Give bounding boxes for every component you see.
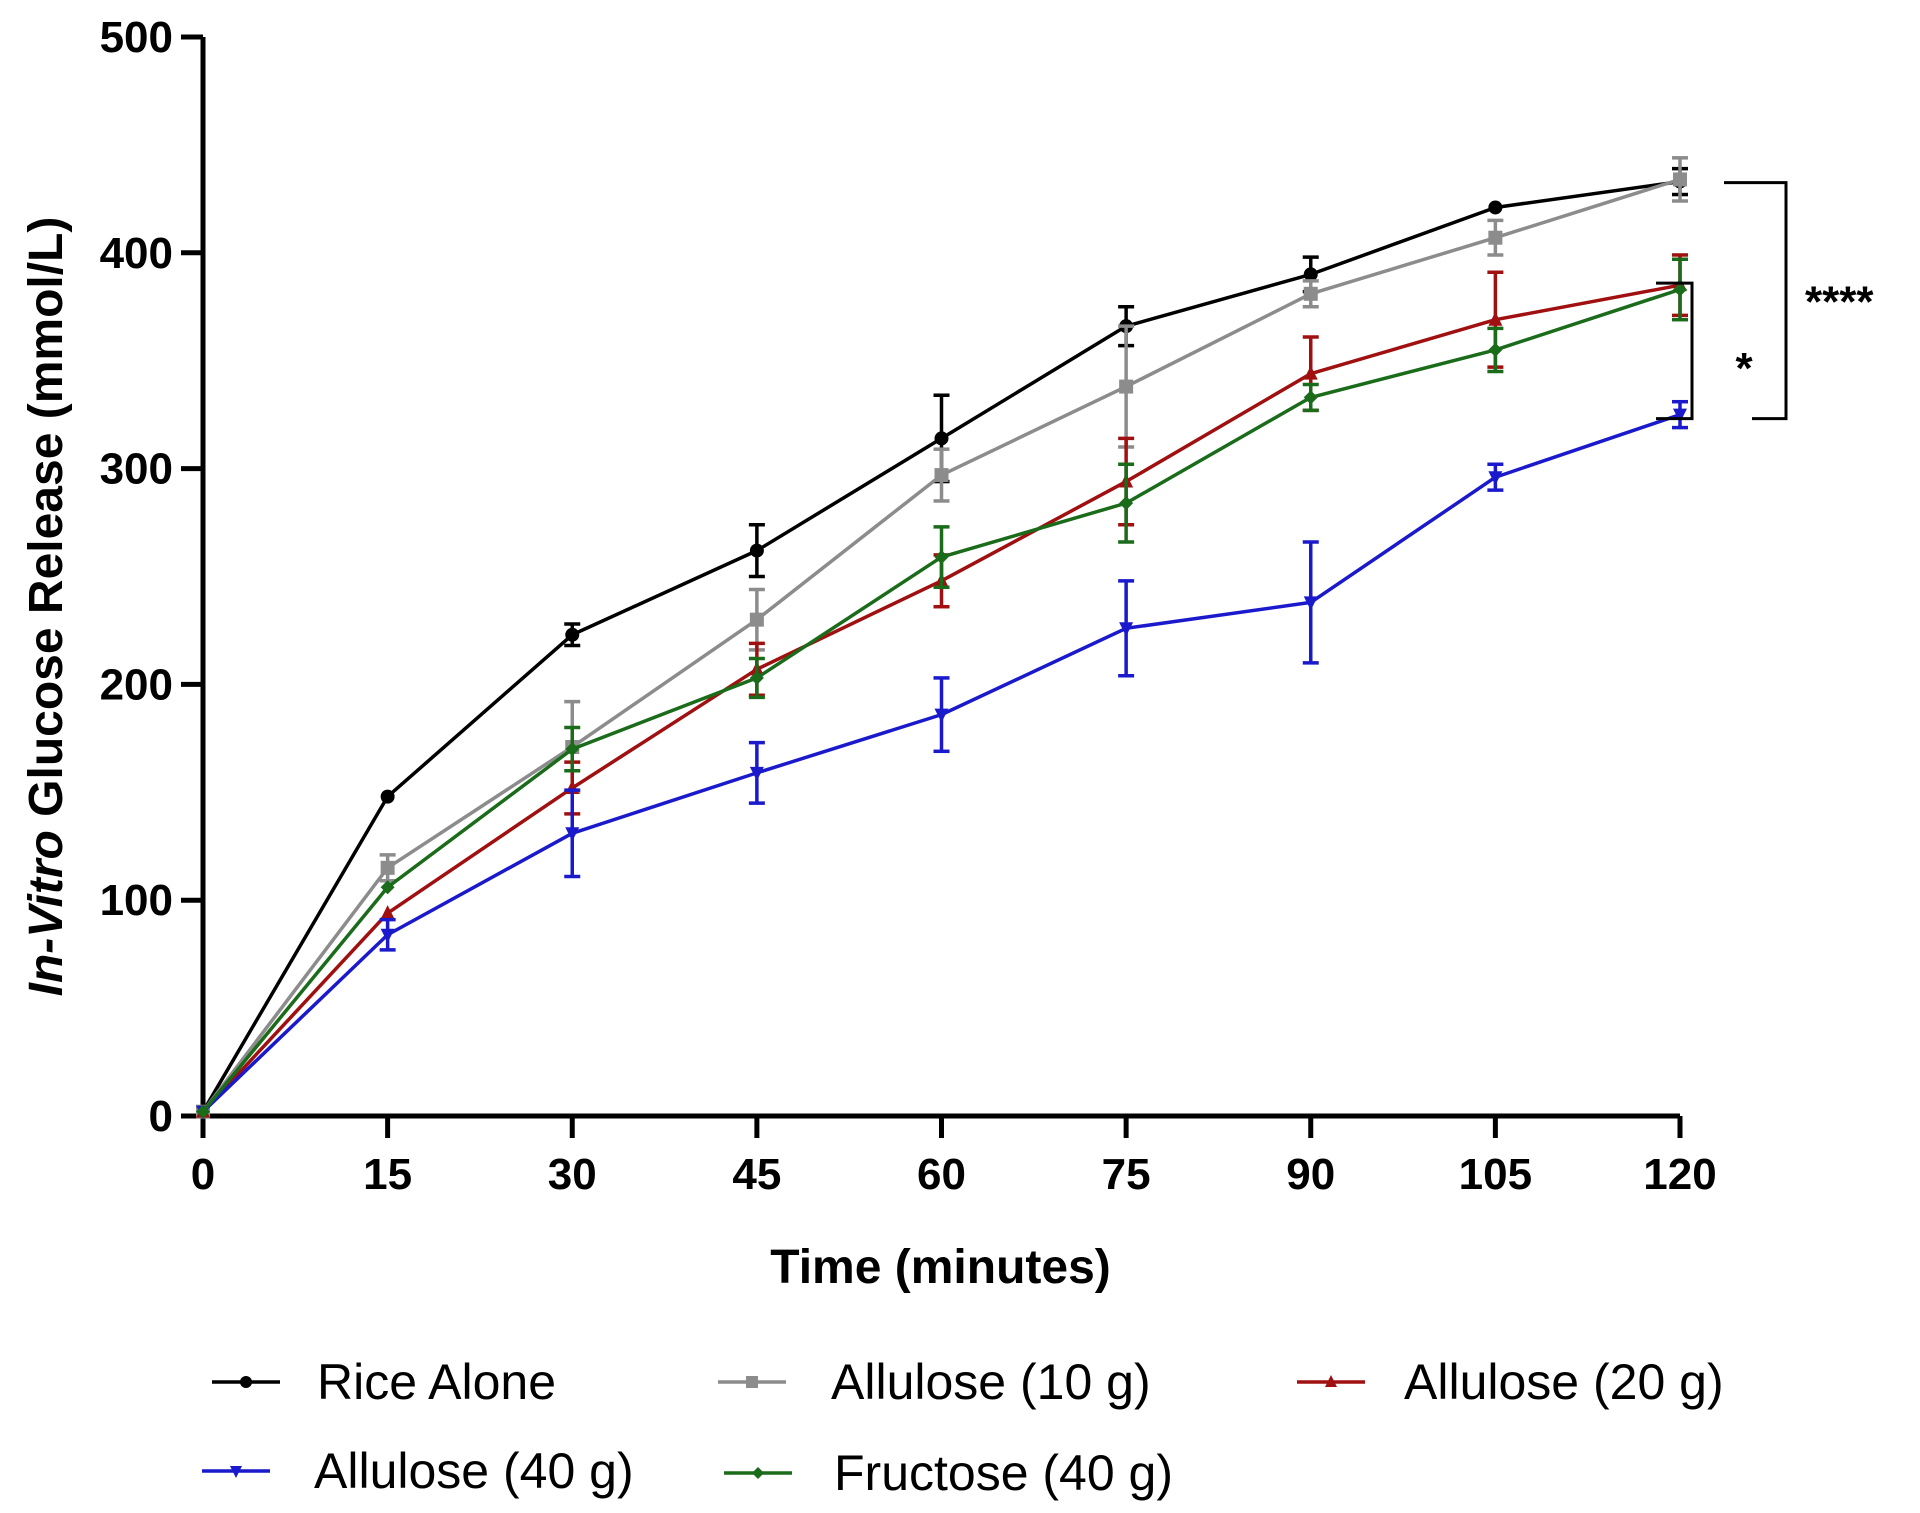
series-line — [201, 179, 1681, 1113]
y-tick-label: 100 — [100, 876, 173, 925]
data-point — [380, 860, 395, 875]
x-tick-label: 90 — [1286, 1150, 1335, 1199]
legend-label: Rice Alone — [317, 1354, 556, 1410]
data-point — [1673, 282, 1687, 297]
legend-label: Allulose (40 g) — [314, 1443, 634, 1499]
y-axis-title-rest: Glucose Release (mmol/L) — [20, 217, 73, 831]
legend-item: Allulose (40 g) — [202, 1443, 634, 1499]
legend-swatch-marker — [240, 1376, 252, 1388]
legend-item: Allulose (10 g) — [718, 1354, 1151, 1410]
significance-label-outer: **** — [1805, 278, 1874, 327]
data-point — [1488, 311, 1503, 326]
data-point — [1673, 172, 1687, 187]
legend-item: Allulose (20 g) — [1297, 1354, 1724, 1410]
series-allulose-10-g — [196, 156, 1688, 1119]
legend-label: Allulose (20 g) — [1404, 1354, 1724, 1410]
data-point — [380, 928, 395, 943]
legend-label: Fructose (40 g) — [834, 1445, 1173, 1501]
data-point — [565, 742, 580, 757]
legend-label: Allulose (10 g) — [831, 1354, 1151, 1410]
data-point — [1119, 496, 1134, 511]
data-point — [1119, 379, 1134, 394]
x-tick-label: 105 — [1459, 1150, 1532, 1199]
x-tick-label: 30 — [548, 1150, 597, 1199]
data-point — [380, 905, 395, 920]
y-tick-label: 400 — [100, 229, 173, 278]
legend-swatch-marker — [746, 1376, 758, 1388]
data-point — [1488, 471, 1503, 486]
y-ticks: 0 100 200 300 400 500 — [100, 13, 203, 1141]
data-point — [749, 543, 764, 558]
x-tick-label: 120 — [1643, 1150, 1716, 1199]
data-point — [934, 468, 949, 483]
y-tick-label: 300 — [100, 445, 173, 494]
data-point — [934, 708, 949, 723]
data-point — [1488, 342, 1503, 357]
data-point — [1303, 365, 1318, 380]
data-point — [749, 766, 764, 781]
significance-label-inner: * — [1735, 344, 1753, 393]
x-tick-label: 60 — [917, 1150, 966, 1199]
x-tick-label: 75 — [1102, 1150, 1151, 1199]
legend-swatch-marker — [230, 1466, 242, 1478]
y-tick-label: 500 — [100, 13, 173, 62]
legend-item: Rice Alone — [212, 1354, 556, 1410]
plot-series — [196, 156, 1688, 1120]
y-tick-label: 0 — [149, 1092, 173, 1141]
data-point — [749, 670, 764, 685]
y-axis-title-italic: In-Vitro — [20, 830, 73, 996]
data-point — [1488, 230, 1503, 245]
series-fructose-40-g — [196, 257, 1688, 1119]
data-point — [196, 1104, 210, 1119]
x-tick-label: 45 — [732, 1150, 781, 1199]
y-tick-label: 200 — [100, 660, 173, 709]
data-point — [565, 827, 580, 842]
data-point — [565, 627, 580, 642]
x-ticks: 0 15 30 45 60 75 90 105 120 — [191, 1116, 1717, 1199]
data-point — [934, 550, 949, 565]
x-axis-title: Time (minutes) — [770, 1241, 1111, 1294]
data-point — [380, 880, 395, 895]
y-axis-title: In-Vitro Glucose Release (mmol/L) — [20, 217, 73, 997]
series-allulose-40-g — [196, 399, 1688, 1120]
data-point — [1303, 286, 1318, 301]
x-tick-label: 0 — [191, 1150, 215, 1199]
legend-item: Fructose (40 g) — [724, 1445, 1173, 1501]
legend: Rice Alone Allulose (10 g) Allulose (20 g)… — [202, 1354, 1724, 1501]
x-tick-label: 15 — [363, 1150, 412, 1199]
data-point — [934, 431, 949, 446]
data-point — [1119, 622, 1134, 637]
significance-bracket-outer — [1724, 181, 1788, 421]
data-point — [380, 789, 395, 804]
data-point — [749, 612, 764, 627]
data-point — [1488, 200, 1503, 215]
data-point — [1303, 267, 1318, 282]
series-rice-alone — [196, 166, 1688, 1119]
data-point — [1673, 408, 1687, 423]
data-point — [1303, 596, 1318, 611]
legend-swatch-marker — [752, 1467, 764, 1479]
data-point — [1303, 390, 1318, 405]
significance-bracket-inner — [1656, 281, 1694, 421]
significance-brackets: ***** — [1656, 181, 1874, 421]
series-line — [201, 177, 1681, 1113]
legend-swatch-marker — [1325, 1375, 1337, 1387]
